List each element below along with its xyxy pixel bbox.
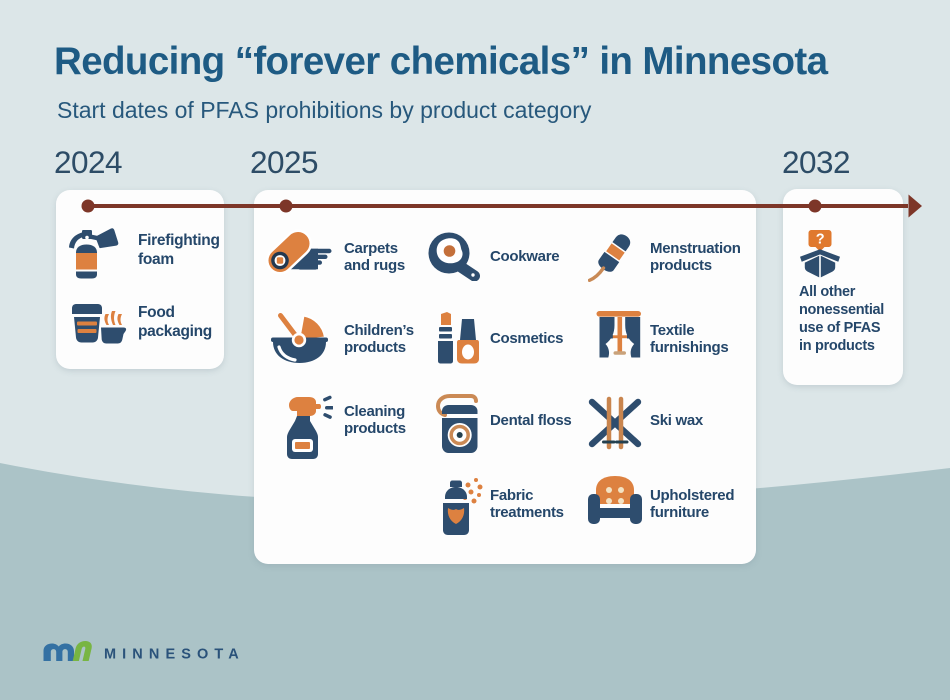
svg-text:MINNESOTA: MINNESOTA	[104, 647, 245, 663]
svg-text:?: ?	[816, 232, 825, 248]
